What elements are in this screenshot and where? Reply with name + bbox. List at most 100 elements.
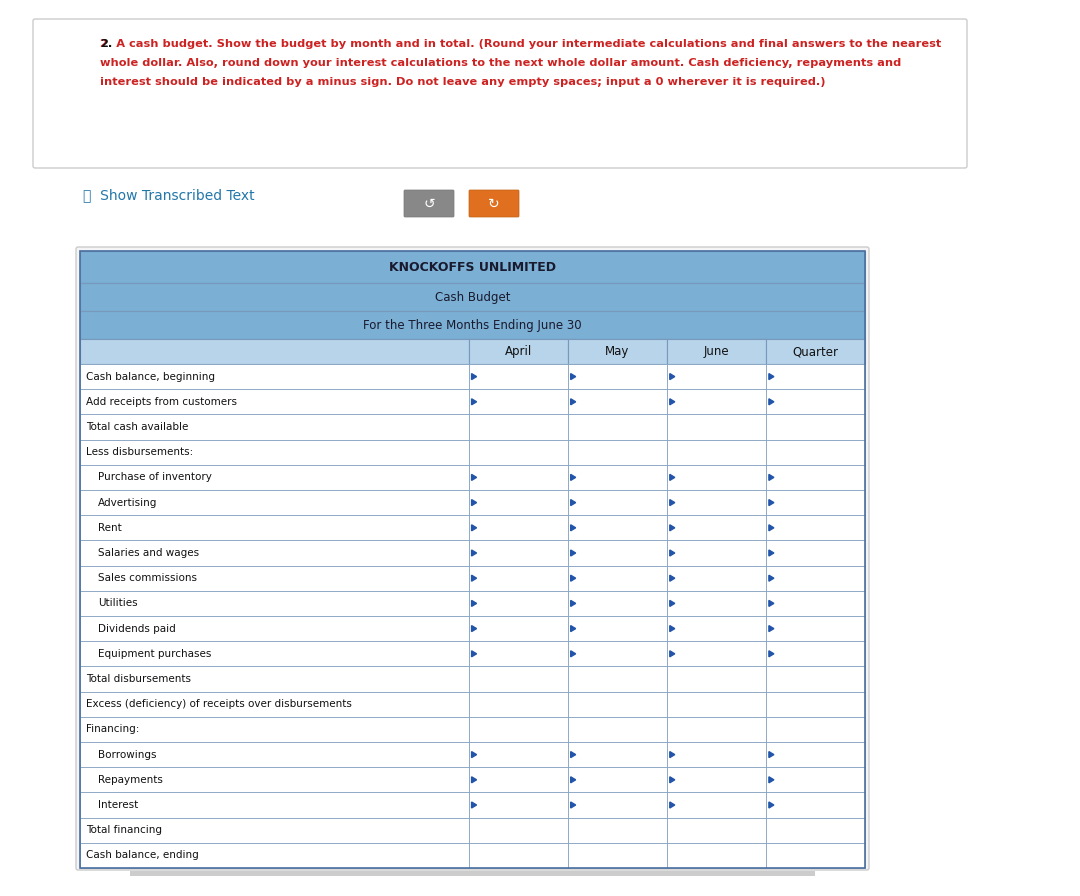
Bar xyxy=(766,590,865,616)
Text: Utilities: Utilities xyxy=(98,599,137,608)
Polygon shape xyxy=(570,650,576,657)
Bar xyxy=(469,843,568,868)
Polygon shape xyxy=(570,802,576,808)
FancyBboxPatch shape xyxy=(404,190,454,217)
Text: 2. A cash budget. Show the budget by month and in total. (Round your intermediat: 2. A cash budget. Show the budget by mon… xyxy=(100,39,942,49)
Text: ↻: ↻ xyxy=(488,196,500,211)
Bar xyxy=(568,767,666,792)
Bar xyxy=(568,792,666,817)
Polygon shape xyxy=(472,650,476,657)
Polygon shape xyxy=(670,600,675,607)
Polygon shape xyxy=(769,500,774,505)
Text: Equipment purchases: Equipment purchases xyxy=(98,649,212,659)
Bar xyxy=(766,843,865,868)
Bar xyxy=(766,440,865,465)
Polygon shape xyxy=(570,399,576,405)
Bar xyxy=(469,817,568,843)
Polygon shape xyxy=(570,525,576,530)
Polygon shape xyxy=(769,525,774,530)
Bar xyxy=(766,742,865,767)
Text: interest should be indicated by a minus sign. Do not leave any empty spaces; inp: interest should be indicated by a minus … xyxy=(100,77,825,87)
Bar xyxy=(469,767,568,792)
Polygon shape xyxy=(769,399,774,405)
Bar xyxy=(666,843,766,868)
Bar xyxy=(469,717,568,742)
Polygon shape xyxy=(769,777,774,783)
Bar xyxy=(766,692,865,717)
Bar xyxy=(80,590,469,616)
Text: Cash Budget: Cash Budget xyxy=(435,290,510,304)
Polygon shape xyxy=(769,802,774,808)
Text: Rent: Rent xyxy=(98,522,122,533)
Text: Less disbursements:: Less disbursements: xyxy=(86,447,193,457)
Bar xyxy=(80,311,865,339)
Bar xyxy=(766,717,865,742)
Bar xyxy=(568,817,666,843)
Bar xyxy=(666,465,766,490)
Bar xyxy=(766,339,865,364)
Bar xyxy=(469,590,568,616)
Bar xyxy=(469,414,568,440)
Polygon shape xyxy=(769,575,774,582)
Bar xyxy=(568,590,666,616)
Bar xyxy=(469,642,568,667)
Text: KNOCKOFFS UNLIMITED: KNOCKOFFS UNLIMITED xyxy=(389,261,556,273)
Text: Borrowings: Borrowings xyxy=(98,750,157,760)
Bar xyxy=(766,767,865,792)
Bar xyxy=(568,742,666,767)
FancyBboxPatch shape xyxy=(33,19,967,168)
Polygon shape xyxy=(472,500,476,505)
Polygon shape xyxy=(670,575,675,582)
Bar xyxy=(666,515,766,540)
Polygon shape xyxy=(570,550,576,556)
Bar xyxy=(568,364,666,389)
Bar xyxy=(766,792,865,817)
Bar xyxy=(666,642,766,667)
Polygon shape xyxy=(769,550,774,556)
Polygon shape xyxy=(570,600,576,607)
Polygon shape xyxy=(670,650,675,657)
Bar xyxy=(80,339,469,364)
Text: Add receipts from customers: Add receipts from customers xyxy=(86,397,237,407)
Polygon shape xyxy=(670,525,675,530)
Bar xyxy=(469,440,568,465)
Polygon shape xyxy=(769,752,774,758)
Bar xyxy=(766,667,865,692)
Text: Cash balance, ending: Cash balance, ending xyxy=(86,850,199,860)
Bar xyxy=(469,742,568,767)
Polygon shape xyxy=(472,777,476,783)
Bar xyxy=(766,616,865,642)
Bar xyxy=(666,817,766,843)
Bar xyxy=(766,540,865,565)
Bar xyxy=(80,642,469,667)
Polygon shape xyxy=(472,550,476,556)
Bar xyxy=(568,490,666,515)
Bar xyxy=(666,565,766,590)
Bar xyxy=(80,251,865,283)
Bar xyxy=(80,389,469,414)
Bar xyxy=(568,565,666,590)
Bar xyxy=(80,817,469,843)
Bar xyxy=(766,565,865,590)
Bar xyxy=(666,540,766,565)
Bar xyxy=(766,642,865,667)
Polygon shape xyxy=(670,550,675,556)
Bar xyxy=(80,565,469,590)
Bar xyxy=(766,389,865,414)
Text: ↺: ↺ xyxy=(423,196,435,211)
Text: Repayments: Repayments xyxy=(98,775,163,785)
Bar xyxy=(666,742,766,767)
Bar xyxy=(80,616,469,642)
Bar xyxy=(666,490,766,515)
Text: Total disbursements: Total disbursements xyxy=(86,674,191,684)
Bar xyxy=(568,389,666,414)
Bar xyxy=(666,590,766,616)
Text: Quarter: Quarter xyxy=(793,345,838,358)
Bar xyxy=(666,667,766,692)
Bar xyxy=(666,692,766,717)
Polygon shape xyxy=(570,752,576,758)
Bar xyxy=(568,339,666,364)
Bar xyxy=(469,465,568,490)
Bar xyxy=(666,389,766,414)
Text: June: June xyxy=(703,345,729,358)
